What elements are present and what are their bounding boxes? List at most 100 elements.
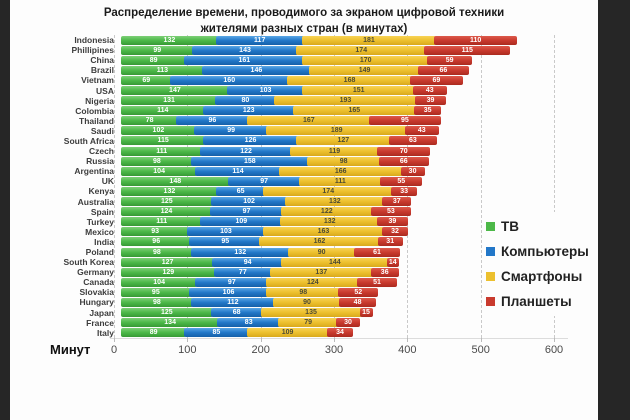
bar-row-japan: Japan 125 68 135 15 [10,308,570,318]
bar-segment-тв: 89 [121,55,187,65]
bar-row-germany: Germany 129 77 137 36 [10,267,570,277]
bar-segment-смартфоны: 111 [298,176,383,186]
bar-segment-компьютеры: 97 [195,277,269,287]
bar-segment-тв: 89 [121,328,187,338]
bar-segment-планшеты: 35 [413,106,442,116]
country-label: Russia [86,156,114,167]
bar-segment-планшеты: 63 [388,136,438,146]
bar-stack: 104 97 124 51 [121,277,397,287]
bar-segment-компьютеры: 68 [210,308,263,318]
plot-area: Indonesia 132 117 181 110 Phillipines 99 143 174… [10,35,570,338]
bar-segment-смартфоны: 170 [302,55,429,65]
bar-stack: 78 96 167 95 [121,116,441,126]
bar-segment-планшеты: 34 [326,328,354,338]
bar-stack: 95 106 98 52 [121,287,379,297]
bar-segment-компьютеры: 97 [209,207,284,217]
bar-segment-смартфоны: 127 [295,136,391,146]
bar-stack: 96 95 162 31 [121,237,403,247]
bar-segment-компьютеры: 146 [201,65,311,75]
bar-segment-планшеты: 52 [338,287,379,297]
bar-segment-компьютеры: 112 [190,297,275,307]
bar-stack: 93 103 163 32 [121,227,408,237]
country-label: Vietnam [81,75,114,86]
bar-segment-смартфоны: 151 [302,86,416,96]
bar-segment-смартфоны: 193 [273,96,418,106]
letterbox-right [598,0,630,420]
country-label: Australia [77,196,114,207]
bar-stack: 89 161 170 59 [121,55,473,65]
bar-segment-компьютеры: 80 [215,96,276,106]
bar-segment-смартфоны: 168 [286,75,413,85]
bar-segment-планшеты: 70 [377,146,431,156]
bar-segment-планшеты: 66 [378,156,429,166]
bar-segment-тв: 132 [121,186,218,196]
bar-segment-планшеты: 31 [377,237,403,247]
bar-row-italy: Italy 89 85 109 34 [10,328,570,338]
bar-segment-компьютеры: 95 [189,237,262,247]
country-label: China [90,55,114,66]
tickmark-200 [260,338,262,342]
gridline-600 [554,35,555,338]
legend-item-планшеты: Планшеты [486,289,589,314]
x-axis-title: Минут [50,342,91,357]
bar-segment-компьютеры: 94 [212,257,284,267]
bar-segment-планшеты: 39 [377,217,408,227]
country-label: USA [96,85,114,96]
bar-stack: 127 94 144 14 [121,257,399,267]
bar-segment-планшеты: 51 [357,277,397,287]
bar-segment-тв: 115 [121,136,206,146]
country-label: Slovakia [79,287,115,298]
bar-stack: 69 160 168 69 [121,75,463,85]
country-label: Mexico [85,226,114,237]
bar-stack: 102 99 189 43 [121,126,439,136]
bar-stack: 125 68 135 15 [121,308,373,318]
country-label: Germany [77,267,114,278]
bar-segment-тв: 98 [121,297,193,307]
x-tick-label-0: 0 [110,344,118,356]
bar-segment-планшеты: 61 [353,247,401,257]
bar-segment-тв: 134 [121,318,220,328]
bar-row-mexico: Mexico 93 103 163 32 [10,227,570,237]
legend-label: ТВ [501,219,519,234]
bar-stack: 114 123 165 35 [121,106,442,116]
bar-rows: Indonesia 132 117 181 110 Phillipines 99 143 174… [10,35,570,338]
bar-segment-смартфоны: 122 [281,207,373,217]
country-label: Nigeria [85,95,114,106]
gridline-500 [480,35,482,338]
bar-segment-планшеты: 15 [359,308,373,318]
tickmark-300 [334,338,335,342]
bar-segment-смартфоны: 119 [289,146,380,156]
bar-segment-тв: 98 [121,156,193,166]
bar-stack: 147 103 151 43 [121,86,447,96]
bar-segment-смартфоны: 98 [306,156,381,166]
bar-segment-тв: 93 [121,227,190,237]
tickmark-400 [407,338,409,342]
bar-segment-тв: 111 [121,146,203,156]
bar-segment-планшеты: 48 [338,297,377,307]
bar-segment-смартфоны: 137 [270,267,373,277]
bar-segment-компьютеры: 158 [190,156,309,166]
bar-segment-смартфоны: 163 [262,227,385,237]
bar-segment-тв: 147 [121,86,229,96]
bar-segment-компьютеры: 102 [210,197,288,207]
legend-label: Компьютеры [501,244,589,259]
bar-segment-планшеты: 115 [424,45,511,55]
bar-stack: 104 114 166 30 [121,166,425,176]
x-tick-label-100: 100 [178,344,197,356]
bar-segment-тв: 124 [121,207,212,217]
gridline-200 [260,35,262,338]
bar-segment-тв: 104 [121,277,198,287]
bar-segment-тв: 113 [121,65,204,75]
bar-stack: 113 146 149 66 [121,65,469,75]
bar-row-nigeria: Nigeria 131 80 193 39 [10,96,570,106]
bar-segment-компьютеры: 96 [176,116,249,126]
bar-segment-планшеты: 69 [410,75,463,85]
country-label: Brazil [90,65,114,76]
bar-segment-компьютеры: 103 [226,86,305,96]
bar-row-slovakia: Slovakia 95 106 98 52 [10,287,570,297]
bar-segment-планшеты: 33 [391,186,418,196]
bar-segment-тв: 95 [121,287,191,297]
country-label: South Africa [63,135,114,146]
bar-row-china: China 89 161 170 59 [10,55,570,65]
tickmark-100 [187,338,189,342]
